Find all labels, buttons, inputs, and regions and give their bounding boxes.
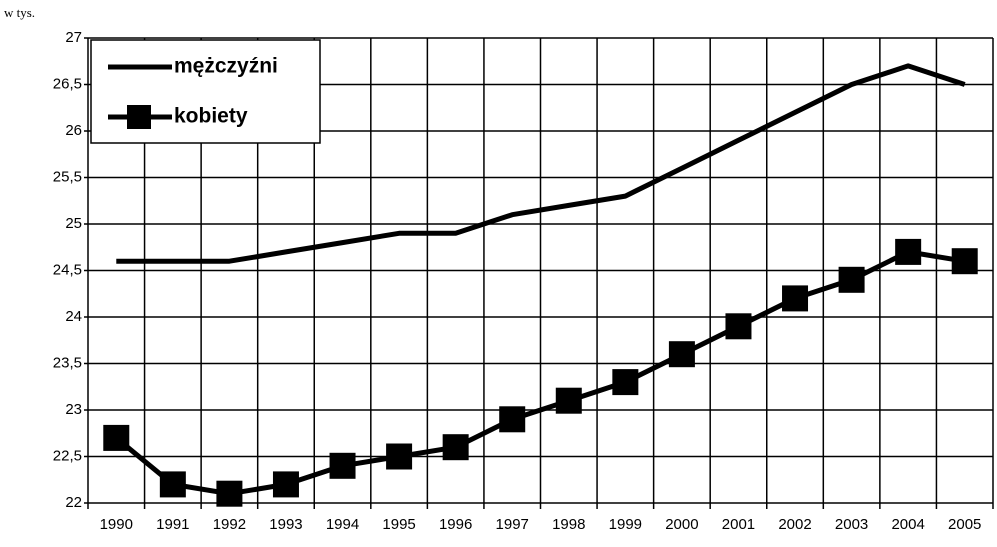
y-tick-label: 27 [65,29,82,46]
x-tick-label: 1994 [326,516,359,533]
series-line [116,63,966,264]
series-marker [951,248,978,275]
y-tick-label: 26 [65,122,82,139]
x-tick-label: 1996 [439,516,472,533]
x-tick-label: 2003 [835,516,868,533]
y-tick-label: 25,5 [53,168,82,185]
series-marker [386,443,413,470]
legend-label: kobiety [174,105,248,128]
x-tick-label: 2000 [665,516,698,533]
x-tick-label: 1998 [552,516,585,533]
y-tick-label: 22 [65,494,82,511]
series-marker [329,452,356,479]
series-marker [612,369,639,396]
series-marker [895,238,922,265]
legend-label: mężczyźni [174,55,278,78]
x-tick-label: 2002 [778,516,811,533]
x-tick-label: 1995 [382,516,415,533]
series-marker [838,266,865,293]
x-tick-label: 2005 [948,516,981,533]
series-marker [555,387,582,414]
x-tick-label: 2004 [891,516,924,533]
series-line [114,249,966,497]
series-marker [725,313,752,340]
y-tick-label: 24,5 [53,261,82,278]
x-tick-label: 1991 [156,516,189,533]
x-tick-label: 2001 [722,516,755,533]
x-tick-label: 1999 [609,516,642,533]
x-tick-label: 1992 [213,516,246,533]
y-tick-label: 24 [65,308,82,325]
legend-marker [127,105,151,129]
x-tick-label: 1990 [100,516,133,533]
series-marker [442,434,469,461]
y-tick-label: 23,5 [53,354,82,371]
series-marker [159,471,186,498]
series-marker [499,406,526,433]
series-marker [272,471,299,498]
y-tick-label: 26,5 [53,75,82,92]
y-tick-label: 22,5 [53,447,82,464]
y-tick-label: 23 [65,401,82,418]
x-tick-label: 1993 [269,516,302,533]
y-tick-label: 25 [65,215,82,232]
series-marker [216,480,243,507]
x-tick-label: 1997 [496,516,529,533]
series-marker [782,285,809,312]
series-marker [668,341,695,368]
series-marker [103,424,130,451]
y-axis-unit: w tys. [4,5,35,20]
